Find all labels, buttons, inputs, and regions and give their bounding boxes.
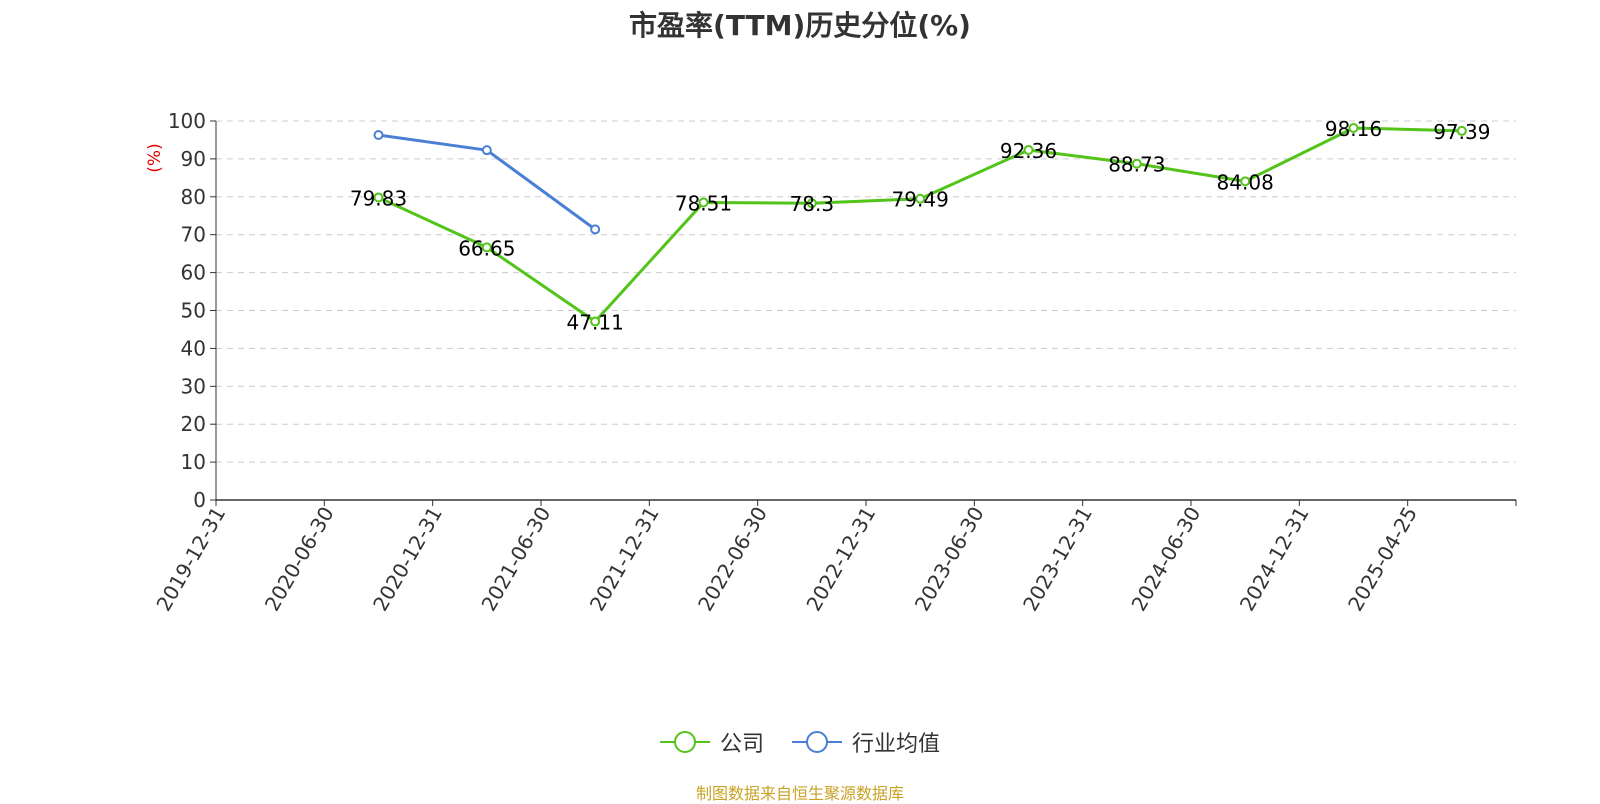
- data-point: [806, 198, 817, 209]
- source-note: 制图数据来自恒生聚源数据库: [695, 784, 904, 803]
- data-point: [590, 224, 601, 235]
- legend-label-industry-average: 行业均值: [852, 732, 941, 757]
- axes: 0 10 20 30 40 50 60 70 80 90 100 2019-12-31 2020-06-…: [151, 109, 1517, 616]
- data-label: 92.36: [1000, 139, 1057, 163]
- data-point: [1023, 144, 1034, 155]
- data-label: 66.65: [458, 236, 515, 260]
- legend-line-blue-icon: [792, 731, 842, 753]
- data-point: [481, 145, 492, 156]
- data-point: [590, 316, 601, 327]
- series-line: [377, 126, 1462, 323]
- data-point: [915, 193, 926, 204]
- data-point: [481, 242, 492, 253]
- y-tick-label: 50: [181, 299, 206, 323]
- y-tick-label: 40: [181, 336, 206, 360]
- data-label: 78.51: [675, 191, 732, 215]
- data-label: 78.3: [790, 192, 835, 216]
- x-tick-label: 2020-12-31: [368, 503, 447, 616]
- x-tick-label: 2021-06-30: [476, 503, 555, 616]
- data-point: [1131, 158, 1142, 169]
- x-tick-label: 2019-12-31: [151, 503, 230, 616]
- grid-lines: [216, 120, 1516, 463]
- data-point: [1240, 176, 1251, 187]
- y-tick-label: 80: [181, 185, 206, 209]
- chart-title: 市盈率(TTM)历史分位(%): [629, 9, 971, 42]
- data-point: [1348, 122, 1359, 133]
- series-lines: [373, 122, 1467, 327]
- data-label: 79.83: [350, 186, 407, 210]
- data-point: [373, 130, 384, 141]
- legend-line-green-icon: [659, 731, 710, 753]
- data-label: 79.49: [892, 188, 949, 212]
- x-tick-label: 2022-12-31: [801, 503, 880, 616]
- y-tick-label: 90: [181, 147, 206, 171]
- y-tick-label: 20: [181, 412, 206, 436]
- y-tick-label: 0: [193, 488, 206, 512]
- data-label: 47.11: [567, 310, 624, 334]
- legend-label-company: 公司: [719, 732, 764, 757]
- x-tick-label: 2021-12-31: [585, 503, 664, 616]
- legend-item-company[interactable]: 公司: [659, 726, 764, 758]
- x-tick-label: 2022-06-30: [693, 503, 772, 616]
- data-label: 98.16: [1325, 117, 1382, 141]
- legend-item-industry-average[interactable]: 行业均值: [792, 726, 940, 758]
- y-tick-label: 60: [181, 261, 206, 285]
- x-tick-label: 2020-06-30: [260, 503, 339, 616]
- data-label: 97.39: [1433, 120, 1490, 144]
- y-tick-label: 100: [168, 109, 206, 133]
- y-axis-title: (%): [145, 143, 165, 172]
- data-point: [698, 197, 709, 208]
- y-tick-label: 70: [181, 223, 206, 247]
- data-label: 84.08: [1217, 170, 1274, 194]
- x-tick-label: 2025-04-25: [1343, 503, 1422, 616]
- x-tick-label: 2023-12-31: [1018, 503, 1097, 616]
- data-point: [1456, 125, 1467, 136]
- x-tick-label: 2024-06-30: [1126, 503, 1205, 616]
- y-tick-label: 10: [181, 450, 206, 474]
- data-point: [373, 192, 384, 203]
- x-tick-label: 2024-12-31: [1235, 503, 1314, 616]
- x-tick-label: 2023-06-30: [910, 503, 989, 616]
- y-tick-label: 30: [181, 374, 206, 398]
- data-label: 88.73: [1108, 153, 1165, 177]
- data-labels: 79.83 66.65 47.11 78.51 78.3 79.49 92.36 88.73 8…: [350, 117, 1491, 334]
- legend: 公司 行业均值: [0, 726, 1600, 758]
